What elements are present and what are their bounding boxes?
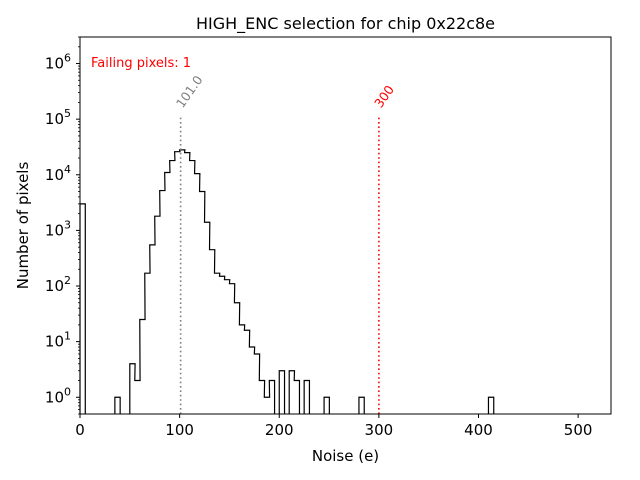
- histogram-bin: [205, 222, 210, 414]
- histogram-bin: [80, 204, 85, 414]
- histogram-bin: [115, 397, 120, 414]
- histogram-bin: [214, 273, 219, 414]
- y-tick-label: 104: [45, 163, 71, 184]
- histogram-bin: [224, 280, 229, 414]
- histogram-bin: [135, 381, 140, 414]
- x-axis-label: Noise (e): [312, 447, 379, 465]
- x-axis: 0 100 200 300 400 500: [75, 414, 592, 439]
- x-tick-label: 100: [165, 421, 194, 439]
- histogram-bin: [130, 364, 135, 414]
- histogram-outline: [79, 149, 495, 414]
- histogram-layer: [79, 149, 495, 414]
- histogram-bin: [185, 153, 190, 414]
- histogram-bin: [249, 347, 254, 414]
- x-tick-label: 500: [564, 421, 593, 439]
- histogram-bin: [190, 161, 195, 414]
- histogram-bin: [279, 371, 284, 414]
- failing-pixels-label: Failing pixels: 1: [91, 56, 191, 71]
- y-tick-label: 105: [45, 107, 71, 128]
- histogram-bin: [160, 191, 165, 414]
- histogram-bin: [170, 161, 175, 414]
- mean-line-label: 101.0: [173, 73, 206, 111]
- histogram-bin: [324, 397, 329, 414]
- x-tick-label: 200: [265, 421, 294, 439]
- histogram-bin: [195, 174, 200, 414]
- histogram-bin: [219, 276, 224, 414]
- x-tick-label: 300: [365, 421, 394, 439]
- histogram-bin: [239, 325, 244, 414]
- histogram-bin: [175, 152, 180, 414]
- x-tick-label: 400: [464, 421, 493, 439]
- y-tick-label: 101: [45, 330, 71, 351]
- histogram-bin: [155, 216, 160, 414]
- histogram-bin: [200, 192, 205, 414]
- histogram-bin: [264, 397, 269, 414]
- histogram-bin: [165, 172, 170, 414]
- y-tick-label: 100: [45, 385, 71, 406]
- y-tick-label: 106: [45, 52, 71, 73]
- y-tick-label: 103: [45, 218, 71, 239]
- chart-title: HIGH_ENC selection for chip 0x22c8e: [196, 14, 495, 34]
- histogram-bin: [304, 381, 309, 414]
- histogram-bin: [359, 397, 364, 414]
- y-tick-label: 102: [45, 274, 71, 295]
- y-axis: 100 101 102 103 104 105 106: [45, 36, 80, 415]
- y-axis-label: Number of pixels: [14, 162, 32, 290]
- plot-frame: [79, 36, 612, 415]
- histogram-bin: [294, 381, 299, 414]
- x-tick-label: 0: [75, 421, 85, 439]
- histogram-bin: [210, 250, 215, 414]
- threshold-line-label: 300: [371, 82, 397, 110]
- histogram-bin: [488, 397, 493, 414]
- histogram-bin: [254, 354, 259, 414]
- histogram-bin: [145, 273, 150, 414]
